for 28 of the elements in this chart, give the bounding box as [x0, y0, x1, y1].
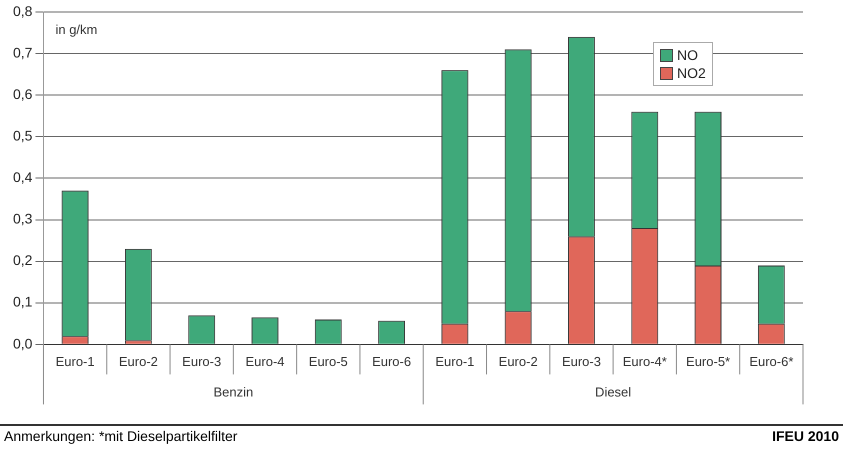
- x-tick-label: Euro-5*: [686, 354, 730, 369]
- x-tick-label: Euro-6: [372, 354, 412, 369]
- y-tick-label: 0,3: [12, 210, 33, 227]
- x-tick-label: Euro-2: [498, 354, 538, 369]
- y-tick-label: 0,7: [12, 44, 33, 60]
- x-tick-label: Euro-5: [308, 354, 348, 369]
- text: IFEU 2010: [772, 428, 839, 444]
- text: Benzin: [213, 384, 254, 400]
- text: Diesel: [595, 384, 632, 400]
- y-tick-label: 0,1: [12, 294, 33, 310]
- text: Anmerkungen: *mit Dieselpartikelfilter: [4, 428, 238, 444]
- legend-label: NO2: [677, 64, 706, 82]
- x-tick-label: Euro-6*: [749, 354, 794, 369]
- x-tick-label: Euro-1: [435, 354, 474, 369]
- y-tick-label: 0,0: [12, 335, 33, 352]
- x-tick-label: Euro-3: [562, 354, 601, 369]
- y-tick-label: 0,5: [12, 128, 33, 144]
- y-tick-label: 0,4: [12, 169, 33, 186]
- x-tick-label: Euro-4: [245, 354, 285, 369]
- x-tick-label: Euro-4*: [622, 354, 667, 369]
- x-tick-label: Euro-3: [182, 354, 222, 369]
- y-tick-label: 0,2: [12, 252, 33, 268]
- y-tick-label: 0,8: [12, 2, 33, 19]
- x-tick-label: Euro-1: [56, 354, 95, 369]
- y-axis-title: in g/km: [55, 22, 98, 37]
- legend-label: NO: [677, 46, 698, 64]
- x-tick-label: Euro-2: [118, 354, 158, 369]
- y-tick-label: 0,6: [12, 86, 33, 102]
